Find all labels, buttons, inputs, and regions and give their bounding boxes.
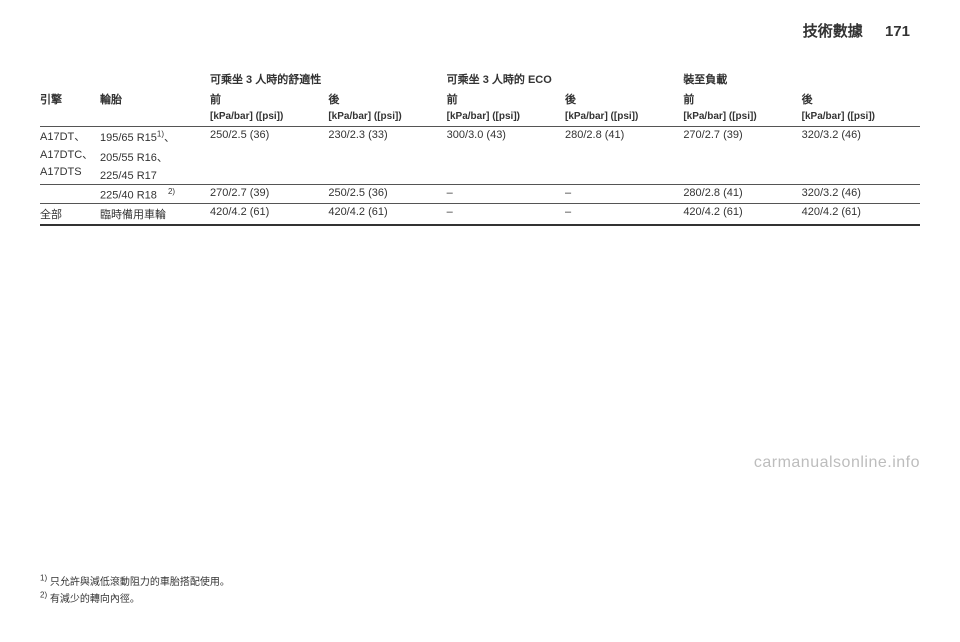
footnote: 2) 有減少的轉向內徑。 [40,590,230,605]
table-row: 205/55 R16、 [40,147,920,167]
cell-value: 300/3.0 (43) [447,127,565,148]
cell-value: 420/4.2 (61) [328,204,446,226]
cell-value: 420/4.2 (61) [683,204,801,226]
pressure-table: 可乘坐 3 人時的舒適性 可乘坐 3 人時的 ECO 裝至負載 引擎 輪胎 前 … [40,65,920,226]
cell-value: 320/3.2 (46) [802,127,920,148]
table-row: A17DT、 A17DTC、 A17DTS 195/65 R151)、 250/… [40,127,920,148]
cell-value: 270/2.7 (39) [210,184,328,204]
cell-value: – [447,204,565,226]
page-number: 171 [885,23,910,40]
col-header-rear: 後 [565,89,683,109]
cell-tyre: 195/65 R151)、 [100,127,210,148]
group-header-eco: 可乘坐 3 人時的 ECO [447,65,684,89]
group-header-full: 裝至負載 [683,65,920,89]
unit-label: [kPa/bar] ([psi]) [447,109,565,127]
cell-value: – [565,204,683,226]
unit-label: [kPa/bar] ([psi]) [802,109,920,127]
col-header-front: 前 [447,89,565,109]
chapter-title: 技術數據 [803,23,863,40]
cell-value: – [447,184,565,204]
table-row: 全部 臨時備用車輪 420/4.2 (61) 420/4.2 (61) – – … [40,204,920,226]
unit-label: [kPa/bar] ([psi]) [565,109,683,127]
cell-value: 320/3.2 (46) [802,184,920,204]
cell-engine: A17DT、 A17DTC、 A17DTS [40,127,100,185]
unit-label: [kPa/bar] ([psi]) [210,109,328,127]
cell-value: 280/2.8 (41) [565,127,683,148]
cell-value: 280/2.8 (41) [683,184,801,204]
cell-value: 250/2.5 (36) [328,184,446,204]
col-header-rear: 後 [802,89,920,109]
unit-label: [kPa/bar] ([psi]) [328,109,446,127]
cell-tyre: 205/55 R16、 [100,147,210,167]
cell-value: 250/2.5 (36) [210,127,328,148]
col-header-engine: 引擎 [40,89,100,109]
cell-value: – [565,184,683,204]
col-header-front: 前 [683,89,801,109]
cell-value: 420/4.2 (61) [802,204,920,226]
footnote: 1) 只允許與減低滾動阻力的車胎搭配使用。 [40,573,230,588]
group-header-comfort: 可乘坐 3 人時的舒適性 [210,65,447,89]
cell-tyre: 225/40 R18 2) [100,184,210,204]
cell-value: 270/2.7 (39) [683,127,801,148]
cell-value: 230/2.3 (33) [328,127,446,148]
cell-tyre: 225/45 R17 [100,168,210,185]
page-header: 技術數據 171 [40,20,920,41]
unit-label: [kPa/bar] ([psi]) [683,109,801,127]
col-header-rear: 後 [328,89,446,109]
col-header-tyres: 輪胎 [100,89,210,109]
cell-tyre: 臨時備用車輪 [100,204,210,226]
col-header-front: 前 [210,89,328,109]
table-row: 225/40 R18 2) 270/2.7 (39) 250/2.5 (36) … [40,184,920,204]
cell-engine: 全部 [40,204,100,226]
footnotes: 1) 只允許與減低滾動阻力的車胎搭配使用。 2) 有減少的轉向內徑。 [40,573,230,607]
cell-value: 420/4.2 (61) [210,204,328,226]
table-row: 225/45 R17 [40,168,920,185]
watermark: carmanualsonline.info [754,454,920,472]
